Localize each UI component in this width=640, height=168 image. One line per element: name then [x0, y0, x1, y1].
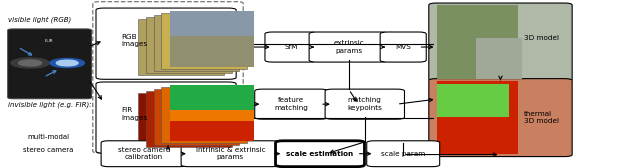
FancyBboxPatch shape [429, 79, 572, 157]
Text: scale param: scale param [381, 151, 426, 157]
Circle shape [50, 58, 84, 68]
Text: feature
matching: feature matching [275, 97, 308, 111]
FancyBboxPatch shape [96, 82, 236, 153]
FancyBboxPatch shape [96, 8, 236, 79]
Text: visible light (RGB): visible light (RGB) [8, 17, 71, 24]
FancyBboxPatch shape [437, 5, 518, 79]
Text: thermal
3D model: thermal 3D model [524, 111, 559, 124]
FancyBboxPatch shape [154, 15, 239, 71]
FancyBboxPatch shape [170, 11, 254, 36]
Text: stereo camera
calibration: stereo camera calibration [118, 147, 170, 160]
Text: 3D model: 3D model [524, 35, 559, 41]
FancyBboxPatch shape [255, 89, 328, 119]
FancyBboxPatch shape [170, 36, 254, 67]
FancyBboxPatch shape [154, 89, 239, 145]
Text: RGB
images: RGB images [122, 34, 148, 47]
Text: multi-modal: multi-modal [27, 134, 69, 140]
FancyBboxPatch shape [170, 104, 254, 121]
FancyBboxPatch shape [146, 17, 232, 73]
FancyBboxPatch shape [437, 84, 509, 117]
Text: invisible light (e.g. FIR):: invisible light (e.g. FIR): [8, 102, 92, 108]
Text: stereo camera: stereo camera [23, 147, 73, 153]
Text: matching
keypoints: matching keypoints [348, 97, 382, 111]
FancyBboxPatch shape [138, 93, 224, 149]
FancyBboxPatch shape [161, 87, 247, 143]
FancyBboxPatch shape [161, 13, 247, 69]
FancyBboxPatch shape [476, 38, 522, 79]
FancyBboxPatch shape [275, 141, 365, 167]
FancyBboxPatch shape [309, 32, 388, 62]
Text: MVS: MVS [396, 44, 411, 50]
FancyBboxPatch shape [170, 85, 254, 110]
Circle shape [56, 60, 78, 66]
Text: scale estimation: scale estimation [286, 151, 354, 157]
FancyBboxPatch shape [380, 32, 426, 62]
FancyBboxPatch shape [429, 3, 572, 81]
Text: FIR
images: FIR images [122, 108, 148, 121]
Circle shape [19, 60, 42, 66]
FancyBboxPatch shape [325, 89, 404, 119]
Text: extrinsic
params: extrinsic params [333, 40, 364, 54]
Circle shape [11, 58, 49, 68]
FancyBboxPatch shape [437, 81, 518, 154]
FancyBboxPatch shape [101, 141, 187, 167]
FancyBboxPatch shape [170, 113, 254, 141]
Text: FLIR: FLIR [45, 39, 54, 43]
Text: intrinsic & extrinsic
params: intrinsic & extrinsic params [196, 147, 265, 160]
FancyBboxPatch shape [181, 141, 280, 167]
FancyBboxPatch shape [146, 91, 232, 147]
FancyBboxPatch shape [8, 29, 92, 99]
FancyBboxPatch shape [138, 19, 224, 75]
FancyBboxPatch shape [367, 141, 440, 167]
Text: SfM: SfM [285, 44, 298, 50]
FancyBboxPatch shape [265, 32, 317, 62]
